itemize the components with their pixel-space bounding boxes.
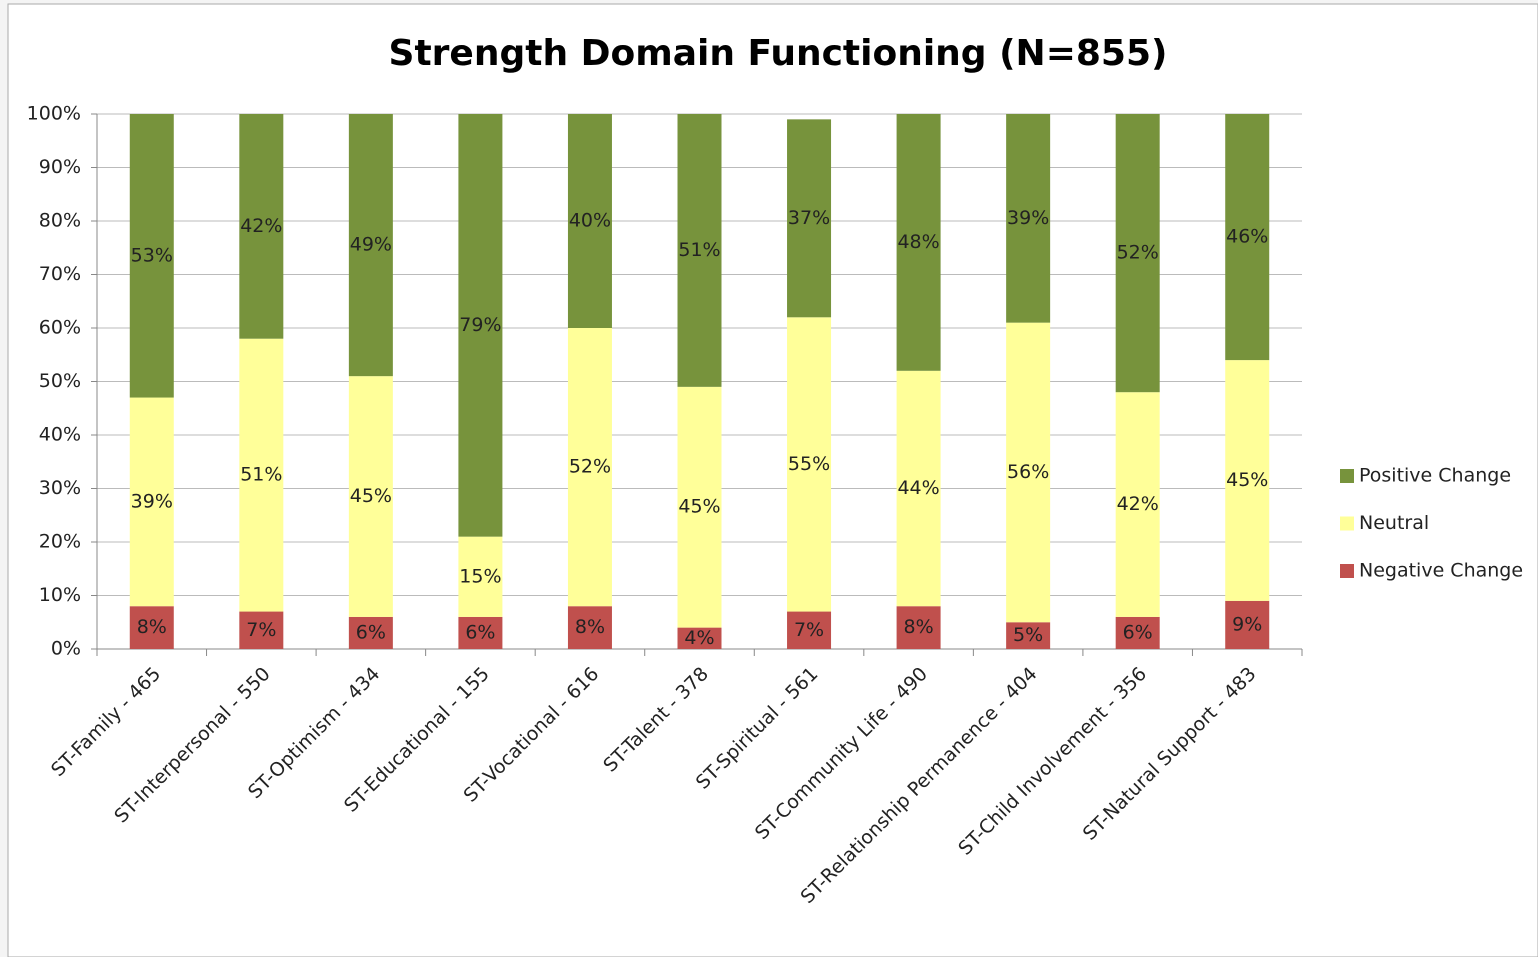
data-label: 45% [1226,469,1268,491]
bar-segment [787,611,832,649]
y-tick-label: 50% [39,370,81,392]
y-tick-label: 90% [39,156,81,178]
bar-segment [567,606,612,649]
data-label: 46% [1226,226,1268,248]
bar-segment [896,606,941,649]
legend-swatch [1340,564,1354,578]
bar-segment [458,114,503,537]
y-tick-label: 30% [39,477,81,499]
bar-segment [677,114,722,387]
data-label: 8% [575,616,605,638]
bar-segment [677,386,722,628]
data-label: 53% [131,244,173,266]
data-label: 37% [788,207,830,229]
legend-swatch [1340,516,1354,531]
bar-segment [1115,392,1160,617]
data-label: 42% [240,215,282,237]
bar-segment [239,338,284,612]
bar-segment [239,114,284,339]
data-label: 5% [1013,624,1043,646]
legend-label: Negative Change [1359,560,1523,582]
data-label: 40% [569,210,611,232]
data-label: 7% [246,619,276,641]
bar-segment [129,606,174,649]
legend-swatch [1340,469,1354,483]
bar-segment [129,114,174,398]
bar-segment [896,370,941,607]
data-label: 8% [137,616,167,638]
bar-segment [1006,622,1051,649]
chart-title: Strength Domain Functioning (N=855) [389,33,1168,74]
data-label: 4% [684,627,714,649]
bar-segment [1006,114,1051,323]
data-label: 7% [794,619,824,641]
bar-segment [458,616,503,649]
data-label: 51% [240,464,282,486]
y-tick-label: 80% [39,210,81,232]
data-label: 15% [459,565,501,587]
data-label: 48% [897,231,939,253]
bar-segment [1225,114,1270,361]
bar-segment [348,114,393,377]
bar-segment [1115,616,1160,649]
data-label: 6% [465,621,495,643]
data-label: 45% [678,496,720,518]
data-label: 56% [1007,461,1049,483]
data-label: 8% [904,616,934,638]
y-tick-label: 0% [51,638,81,660]
bar-segment [567,328,612,607]
data-label: 55% [788,453,830,475]
bar-segment [458,536,503,617]
bar-segment [348,616,393,649]
legend-label: Neutral [1359,512,1429,534]
bar-segment [896,114,941,371]
y-tick-label: 70% [39,263,81,285]
bar-segment [1006,322,1051,623]
bar-segment [787,119,832,318]
data-label: 9% [1232,613,1262,635]
y-tick-label: 100% [27,103,81,125]
legend-label: Positive Change [1359,465,1511,487]
bar-segment [787,317,832,612]
y-tick-label: 40% [39,424,81,446]
data-label: 52% [1117,242,1159,264]
bar-segment [129,397,174,607]
y-tick-label: 20% [39,531,81,553]
data-label: 51% [678,239,720,261]
data-label: 39% [1007,207,1049,229]
data-label: 39% [131,490,173,512]
bar-segment [1225,360,1270,601]
y-tick-label: 10% [39,584,81,606]
bar-segment [567,114,612,328]
data-label: 6% [1123,621,1153,643]
bar-segment [677,627,722,649]
data-label: 42% [1117,493,1159,515]
data-label: 44% [897,477,939,499]
bar-segment [348,376,393,617]
bar-segment [239,611,284,649]
data-label: 45% [350,485,392,507]
data-label: 79% [459,314,501,336]
data-label: 6% [356,621,386,643]
data-label: 49% [350,234,392,256]
y-tick-label: 60% [39,317,81,339]
data-label: 52% [569,456,611,478]
bar-segment [1115,114,1160,393]
bar-segment [1225,600,1270,649]
